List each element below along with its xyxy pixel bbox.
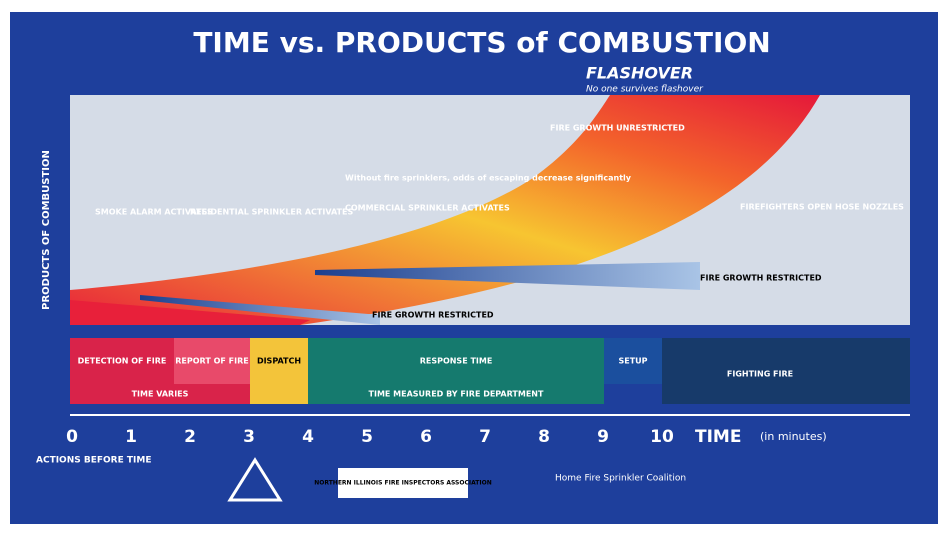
x-tick-label: 0 [66,427,78,447]
x-tick-label: 9 [597,427,609,447]
annotation: FIRE GROWTH UNRESTRICTED [550,124,685,133]
x-tick-label: 4 [302,427,314,447]
annotation: FIREFIGHTERS OPEN HOSE NOZZLES [740,203,904,212]
x-tick-label: 2 [184,427,196,447]
x-tick-label: 3 [243,427,255,447]
x-tick-label: 5 [361,427,373,447]
flashover-note: No one survives flashover [586,85,704,95]
segment-label: RESPONSE TIME [420,357,493,366]
annotation: FIRE GROWTH RESTRICTED [700,274,822,283]
x-tick-label: 8 [538,427,550,447]
annotation: RESIDENTIAL SPRINKLER ACTIVATES [190,208,353,217]
y-axis-label: PRODUCTS OF COMBUSTION [41,150,52,310]
annotation: Without fire sprinklers, odds of escapin… [345,174,632,183]
title: TIME vs. PRODUCTS of COMBUSTION [193,26,770,59]
footer-coalition: Home Fire Sprinkler Coalition [555,474,686,484]
x-tick-label: 1 [125,427,137,447]
annotation: FIRE GROWTH RESTRICTED [372,311,494,320]
annotation: COMMERCIAL SPRINKLER ACTIVATES [345,204,510,213]
footer-actions: ACTIONS BEFORE TIME [36,456,151,466]
poster: TIME vs. PRODUCTS of COMBUSTION FLASHOVE… [0,0,945,533]
segment-label: TIME VARIES [132,390,189,399]
flashover: FLASHOVER [586,64,693,83]
x-tick-label: 10 [650,427,674,447]
segment-label: DETECTION OF FIRE [78,357,167,366]
segment [250,338,308,404]
x-tick-label: 7 [479,427,491,447]
segment-label: SETUP [618,357,647,366]
x-axis-unit: (in minutes) [760,430,827,443]
x-axis-label: TIME [695,427,741,447]
x-tick-label: 6 [420,427,432,447]
segment-label: REPORT OF FIRE [175,357,248,366]
segment-label: FIGHTING FIRE [727,370,793,379]
segment-label: DISPATCH [257,357,301,366]
segment-label: TIME MEASURED BY FIRE DEPARTMENT [369,390,544,399]
footer-association: NORTHERN ILLINOIS FIRE INSPECTORS ASSOCI… [314,480,492,487]
